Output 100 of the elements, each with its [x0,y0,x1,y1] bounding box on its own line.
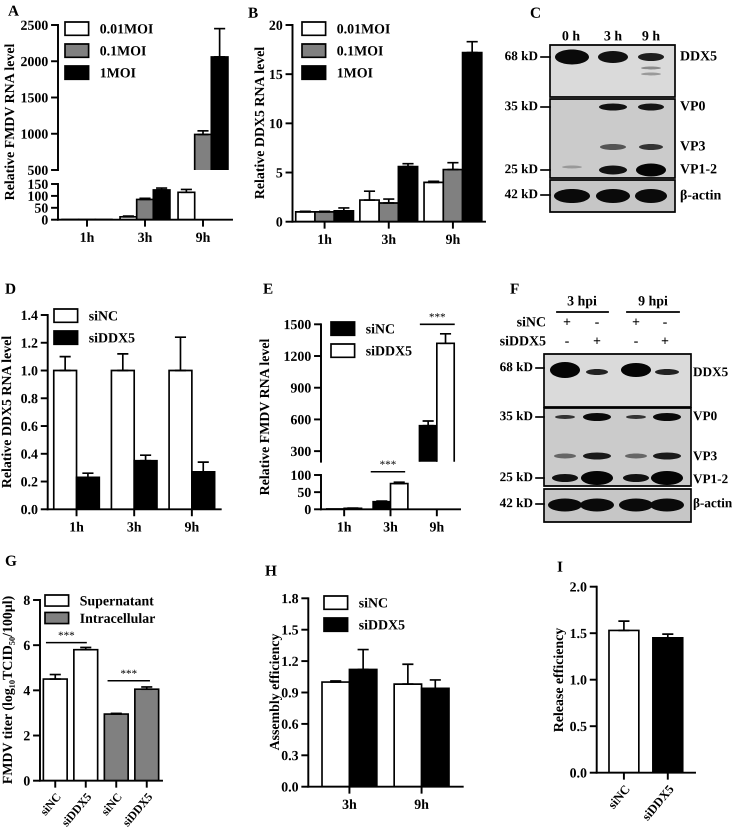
text: β-actin [694,498,732,510]
y-tick-label: 100 [28,191,48,201]
legend-label: siNC [89,310,117,321]
y-tick-label: 150 [28,180,48,189]
y-tick-label: 1.5 [570,628,586,638]
y-tick-label: 0 [42,215,48,225]
y-axis-title: Relative DDX5 RNA level [1,336,12,488]
y-tick-label: 20 [269,20,282,30]
annotation: *** [120,670,137,674]
y-tick-label: 0.9 [282,688,298,698]
y-tick-label: 0.5 [570,722,586,732]
y-tick-label: 0.0 [570,768,586,778]
legend-label: 0.1MOI [337,46,383,56]
legend-label: 1MOI [338,68,373,78]
y-axis-title: Relative DDX5 RNA level [254,47,264,199]
y-tick-label: 0.3 [282,750,298,760]
x-tick-label: 3h [384,522,398,532]
x-tick-label: 1h [80,232,94,242]
chart-title: G [6,556,16,566]
y-tick-label: 600 [290,415,311,424]
chart-title: A [8,6,19,16]
text: 42 kD [500,498,532,508]
text: DDX5 [680,51,717,60]
x-tick-label: 3h [138,232,152,242]
y-tick-label: 2.0 [570,582,586,592]
y-tick-label: 4 [24,686,30,696]
y-tick-label: 1.0 [570,675,586,685]
legend-label: siNC [366,324,394,334]
text: C [530,8,540,18]
legend-label: 0.01MOI [337,24,390,34]
text: 9 hpi [638,296,668,308]
y-tick-label: 1500 [22,93,48,102]
x-tick-label: 9h [430,522,444,532]
legend-label: 0.1MOI [100,46,146,56]
y-tick-label: 50 [34,203,48,213]
y-axis-title: FMDV titer (log₁₀TCID₅₀/100μl) [2,596,15,784]
y-tick-label: 10 [270,118,282,128]
text: DDX5 [693,368,728,376]
legend-label: siDDX5 [89,332,135,343]
x-tick-label: 9h [196,232,210,242]
text: VP3 [693,451,717,460]
x-tick-label: 9h [446,234,460,244]
text: + [594,337,600,344]
text: + [632,318,640,325]
y-tick-label: 1.0 [22,366,38,376]
text: 9 h [642,30,660,40]
legend-label: siNC [359,598,387,608]
y-tick-label: 300 [290,446,311,456]
y-tick-label: 900 [290,383,311,393]
y-tick-label: 1.2 [282,656,298,666]
y-tick-label: 0.8 [21,394,38,404]
text: VP0 [680,101,705,111]
text: siDDX5 [500,336,546,346]
text: F [510,284,519,294]
y-tick-label: 0.0 [282,782,298,792]
y-tick-label: 1.4 [22,310,38,320]
text: 3 h [604,30,622,40]
text: 68 kD [505,51,538,60]
text: 25 kD [500,472,532,482]
text: - [634,341,638,343]
y-tick-label: 1.5 [282,625,298,635]
x-tick-label: 3h [127,522,142,532]
y-tick-label: 0 [304,504,311,514]
text: *** [430,313,446,318]
text: 42 kD [504,189,538,198]
text: + [564,318,570,325]
x-tick-label: 3h [382,234,396,244]
y-tick-label: 0 [276,217,282,227]
y-tick-label: 1500 [284,320,311,330]
annotation: *** [58,632,74,636]
y-tick-label: 15 [270,70,282,80]
text: 0 h [562,30,580,40]
y-axis-title: Relative FMDV RNA level [259,338,270,496]
text: VP1-2 [693,474,728,484]
y-tick-label: 50 [298,488,311,498]
text: + [662,337,668,344]
y-tick-label: 0.4 [21,449,38,459]
x-tick-label: 9h [414,799,429,809]
y-tick-label: 500 [28,166,48,175]
y-tick-label: 1.8 [282,594,298,604]
legend-label: 0.01MOI [100,24,153,34]
y-tick-label: 6 [24,640,30,650]
chart-title: I [558,562,562,572]
y-tick-label: 2000 [21,56,48,66]
y-tick-label: 8 [24,596,30,605]
y-tick-label: 1000 [22,129,48,139]
y-tick-label: 0.6 [21,422,38,432]
text: 35 kD [500,411,532,420]
y-axis-title: Release efficiency [553,628,566,732]
text: 68 kD [500,362,532,372]
text: 3 hpi [568,296,597,308]
x-tick-label: 1h [318,234,332,244]
text: 35 kD [505,101,538,110]
legend-label: siDDX5 [366,346,412,356]
x-tick-label: 9h [184,522,199,532]
legend-label: 1MOI [100,68,136,78]
text: VP1-2 [680,164,716,174]
y-tick-label: 0.2 [21,477,38,487]
legend-label: Intracellular [80,613,156,623]
y-axis-title: Assembly efficiency [269,634,282,750]
